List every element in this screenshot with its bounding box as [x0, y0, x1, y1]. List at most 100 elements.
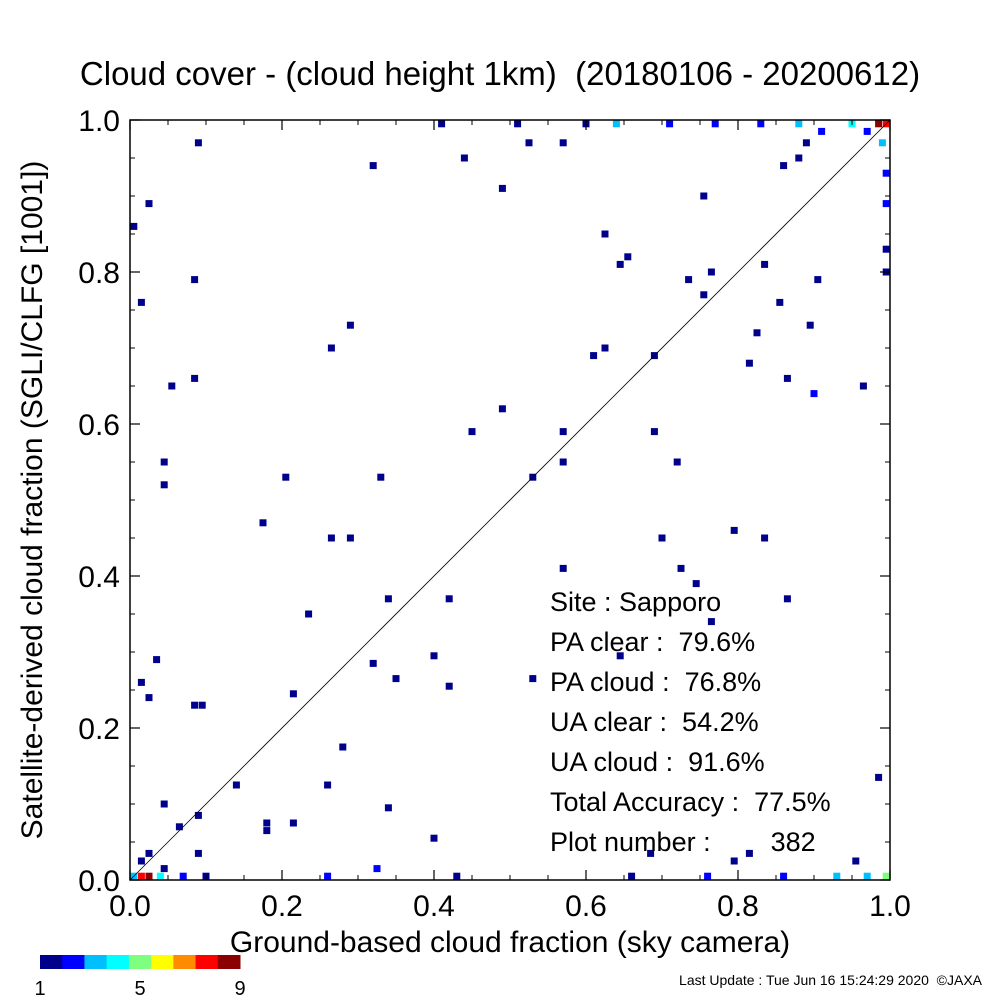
data-point: [700, 192, 708, 200]
data-point: [677, 564, 685, 572]
data-point: [704, 872, 712, 880]
data-point: [305, 610, 313, 618]
chart-title: Cloud cover - (cloud height 1km) (201801…: [79, 55, 921, 92]
data-point: [160, 800, 168, 808]
data-point: [730, 857, 738, 865]
data-point: [616, 652, 624, 660]
data-point: [601, 230, 609, 238]
data-point: [875, 773, 883, 781]
y-tick-label: 0.8: [78, 257, 120, 290]
data-point: [783, 374, 791, 382]
data-point: [145, 872, 153, 880]
data-point: [259, 519, 267, 527]
data-point: [707, 618, 715, 626]
data-point: [882, 245, 890, 253]
data-point: [745, 359, 753, 367]
x-tick-label: 0.0: [109, 890, 151, 923]
data-point: [175, 823, 183, 831]
data-point: [130, 222, 138, 230]
data-point: [818, 127, 826, 135]
data-point: [145, 200, 153, 208]
data-point: [711, 120, 719, 128]
data-point: [430, 834, 438, 842]
data-point: [460, 154, 468, 162]
data-point: [156, 872, 164, 880]
data-point: [384, 595, 392, 603]
colorbar-segment: [128, 955, 152, 969]
data-point: [559, 458, 567, 466]
y-tick-label: 0.6: [78, 409, 120, 442]
data-point: [863, 872, 871, 880]
data-point: [263, 819, 271, 827]
data-point: [833, 872, 841, 880]
data-point: [753, 329, 761, 337]
stat-plot-number: Plot number : 382: [550, 827, 816, 857]
data-point: [445, 682, 453, 690]
data-point: [795, 120, 803, 128]
colorbar-segment: [106, 955, 130, 969]
data-point: [878, 139, 886, 147]
data-point: [624, 253, 632, 261]
data-point: [137, 678, 145, 686]
data-point: [194, 139, 202, 147]
data-point: [859, 382, 867, 390]
data-point: [692, 580, 700, 588]
data-point: [498, 184, 506, 192]
data-point: [191, 701, 199, 709]
data-point: [529, 675, 537, 683]
data-point: [339, 743, 347, 751]
data-point: [514, 120, 522, 128]
data-point: [814, 276, 822, 284]
data-point: [882, 872, 890, 880]
data-point: [369, 162, 377, 170]
data-point: [145, 694, 153, 702]
data-point: [628, 872, 636, 880]
colorbar-segment: [40, 955, 63, 969]
stat-site: Site : Sapporo: [550, 587, 722, 617]
colorbar: [40, 955, 241, 969]
data-point: [795, 154, 803, 162]
data-point: [373, 865, 381, 873]
colorbar-segment: [84, 955, 108, 969]
data-point: [263, 827, 271, 835]
data-point: [346, 321, 354, 329]
ticks-layer: 0.00.0 0.2 0.2 0.4 0.4 0.6 0.6 0.8 0.8 1.0 1.0: [78, 105, 911, 923]
data-point: [863, 127, 871, 135]
data-point: [179, 872, 187, 880]
data-point: [137, 857, 145, 865]
data-point: [802, 139, 810, 147]
data-point: [780, 162, 788, 170]
data-point: [194, 849, 202, 857]
data-point: [601, 344, 609, 352]
stat-pa-cloud: PA cloud : 76.8%: [550, 667, 762, 697]
data-point: [852, 857, 860, 865]
data-point: [430, 652, 438, 660]
stats-panel: Site : Sapporo PA clear : 79.6% PA cloud…: [550, 582, 831, 862]
y-axis-label: Satellite-derived cloud fraction (SGLI/C…: [16, 161, 49, 840]
x-tick-label: 1.0: [869, 890, 911, 923]
data-point: [730, 526, 738, 534]
y-tick-label: 0.0: [78, 865, 120, 898]
data-point: [616, 260, 624, 268]
data-point: [559, 139, 567, 147]
data-point: [327, 534, 335, 542]
x-tick-label: 0.4: [413, 890, 455, 923]
colorbar-segment: [62, 955, 85, 969]
data-point: [327, 344, 335, 352]
data-point: [282, 473, 290, 481]
data-point: [882, 200, 890, 208]
y-tick-label: 0.4: [78, 561, 120, 594]
data-point: [666, 120, 674, 128]
data-point: [776, 298, 784, 306]
data-point: [650, 428, 658, 436]
data-point: [160, 481, 168, 489]
data-point: [783, 595, 791, 603]
data-point: [590, 352, 598, 360]
data-point: [806, 321, 814, 329]
stat-pa-clear: PA clear : 79.6%: [550, 627, 756, 657]
data-point: [369, 659, 377, 667]
data-point: [384, 804, 392, 812]
data-point: [137, 298, 145, 306]
x-tick-label: 0.2: [261, 890, 303, 923]
data-point: [810, 390, 818, 398]
